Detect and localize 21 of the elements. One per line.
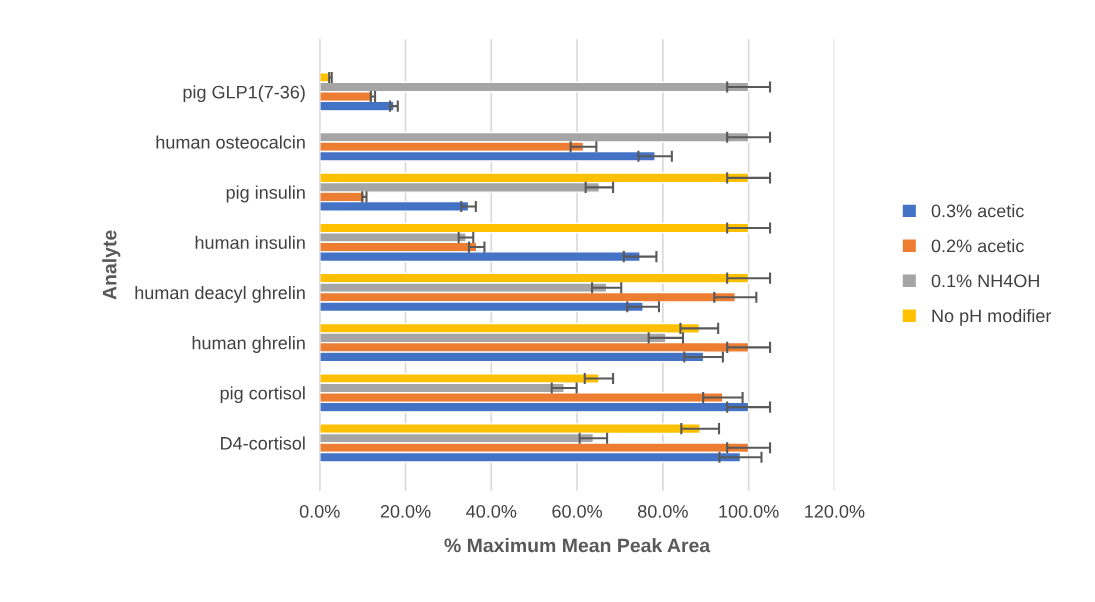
y-tick-label: human deacyl ghrelin [135,285,305,303]
y-tick-label: human ghrelin [192,336,305,353]
x-tick-label: 0.0% [299,505,340,518]
legend-label: No pH modifier [932,308,1052,326]
y-axis-title: Analyte [102,230,121,300]
y-tick-label: pig GLP1(7-36) [183,85,305,103]
legend-label: 0.2% acetic [931,239,1024,253]
x-axis-title: % Maximum Mean Peak Area [444,538,711,553]
x-tick-label: 40.0% [466,505,517,518]
x-tick-label: 120.0% [805,505,865,518]
legend-label: 0.1% NH4OH [931,274,1039,288]
legend-label: 0.3% acetic [931,204,1024,218]
x-tick-label: 80.0% [638,505,688,518]
y-tick-label: human osteocalcin [156,135,305,149]
x-tick-label: 100.0% [719,505,779,518]
x-tick-label: 20.0% [380,505,431,518]
y-tick-label: pig cortisol [220,386,305,404]
y-tick-label: D4-cortisol [221,436,305,450]
y-tick-label: pig insulin [226,185,305,203]
x-tick-label: 60.0% [552,505,603,518]
y-tick-label: human insulin [195,235,305,250]
